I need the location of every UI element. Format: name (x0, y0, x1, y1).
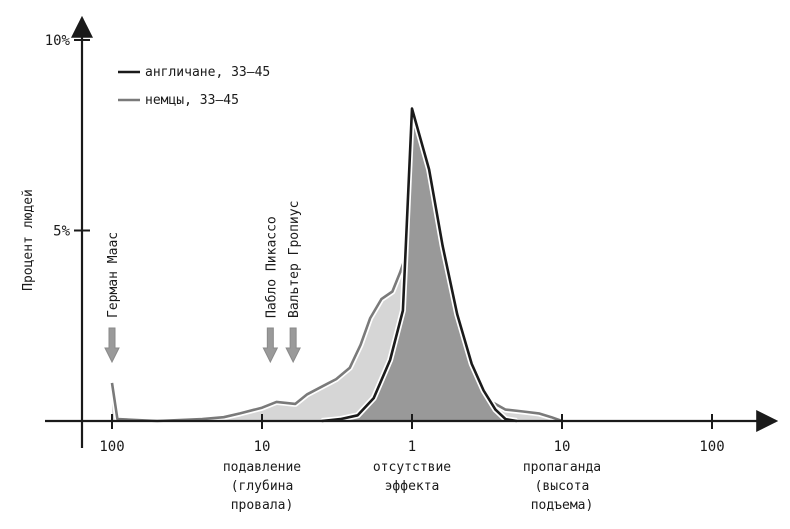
y-axis-label: Процент людей (21, 189, 36, 291)
annotation-label-1: Пабло Пикассо (264, 216, 279, 318)
x-tick-label-3: 10 (554, 439, 571, 455)
annotation-label-2: Вальтер Гропиус (287, 201, 302, 318)
category-layer: подавление (глубина провала) отсутствие эффе… (223, 460, 601, 513)
legend-label-0: англичане, 33–45 (145, 65, 270, 80)
annotation-layer: Герман Маас Пабло Пикассо Вальтер Гропиус (104, 201, 302, 364)
series-area-0 (321, 108, 517, 421)
series-layer (109, 105, 564, 424)
x-tick-label-2: 1 (408, 439, 416, 455)
y-tick-label-0: 10% (45, 33, 71, 49)
legend: англичане, 33–45 немцы, 33–45 (118, 65, 270, 108)
category-label-2: пропаганда (высота подъема) (523, 460, 601, 513)
x-tick-label-0: 100 (99, 439, 124, 455)
series-line-0 (321, 107, 518, 423)
x-tick-label-4: 100 (699, 439, 724, 455)
category-label-1: отсутствие эффекта (373, 460, 451, 494)
category-label-0: подавление (глубина провала) (223, 460, 301, 513)
x-tick-label-1: 10 (254, 439, 271, 455)
annotation-label-0: Герман Маас (106, 232, 121, 318)
series-area-1 (112, 238, 562, 421)
y-tick-label-1: 5% (53, 224, 70, 240)
annotation-arrow-1 (262, 327, 279, 364)
tick-layer: 10% 5% 100 10 1 10 100 (45, 33, 725, 455)
legend-label-1: немцы, 33–45 (145, 93, 239, 108)
annotation-arrow-2 (285, 327, 301, 364)
annotation-arrow-0 (104, 327, 120, 364)
